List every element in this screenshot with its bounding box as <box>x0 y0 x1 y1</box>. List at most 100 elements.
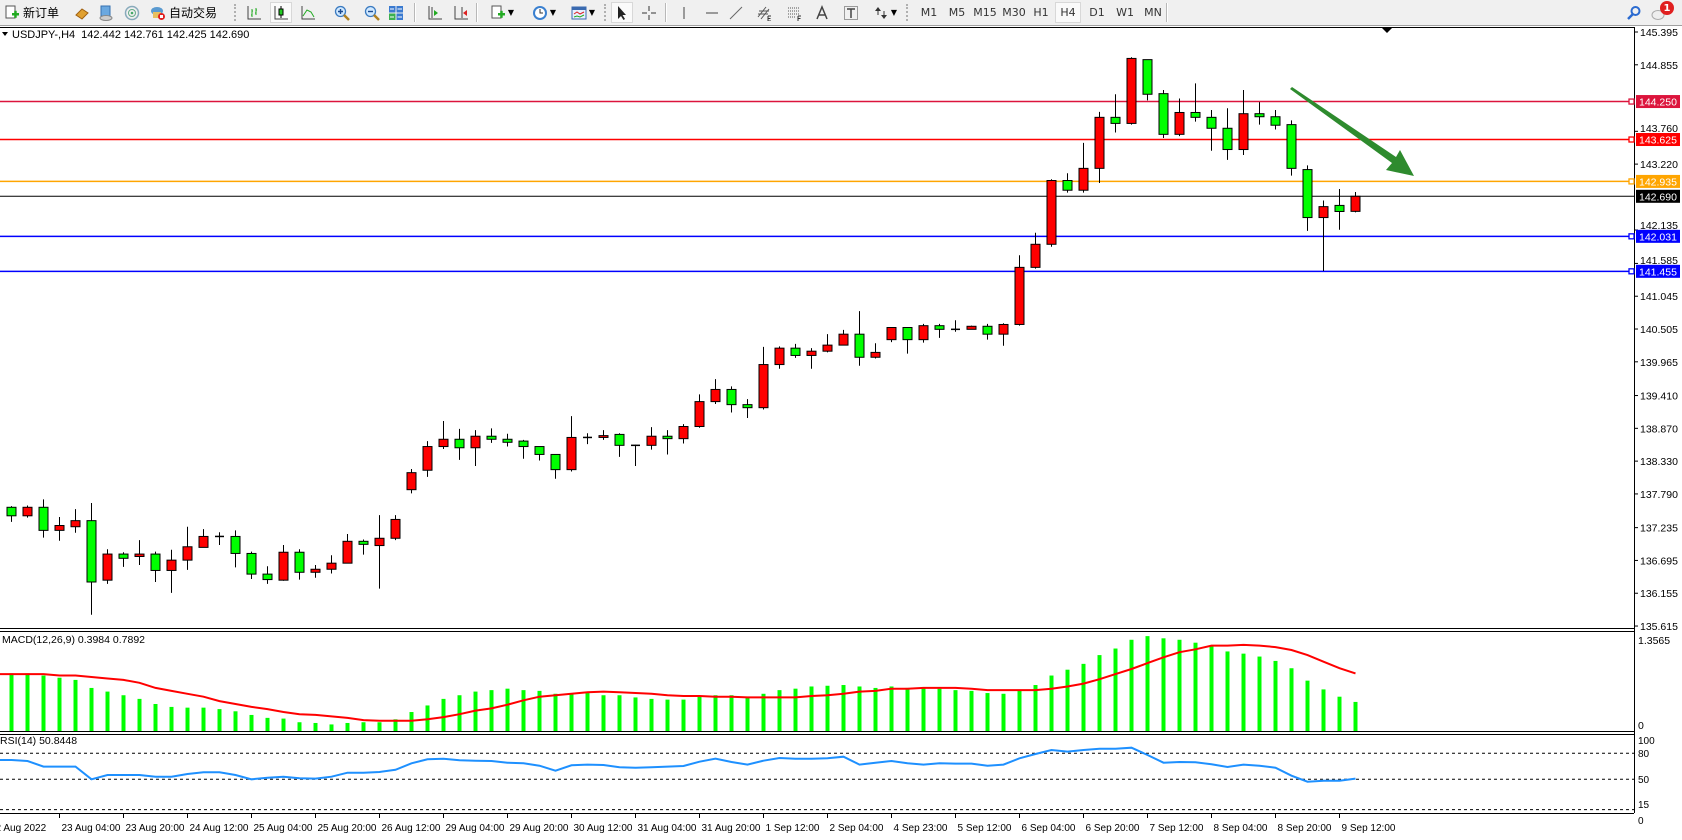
templates-button[interactable]: ▼ <box>566 2 600 23</box>
chart-shift-marker-icon <box>1381 27 1393 33</box>
toolbar-grip[interactable] <box>604 4 608 21</box>
tile-windows-button[interactable] <box>386 2 406 23</box>
search-button[interactable] <box>1624 2 1644 23</box>
macd-histogram-bar <box>1081 663 1086 731</box>
cursor-tool-button[interactable] <box>611 2 633 23</box>
toolbar-grip[interactable] <box>234 4 238 21</box>
timeframe-m15-button[interactable]: M15 <box>973 6 997 19</box>
chevron-down-icon: ▼ <box>588 8 596 17</box>
bar-chart-button[interactable] <box>244 2 264 23</box>
new-chart-icon <box>491 5 505 18</box>
time-axis-label: 6 Sep 04:00 <box>1022 823 1076 834</box>
equidistant-channel-tool-button[interactable] <box>754 2 776 23</box>
macd-histogram-bar <box>9 673 14 731</box>
zoom-out-button[interactable] <box>362 2 382 23</box>
periodicity-button[interactable]: ▼ <box>526 2 562 23</box>
new-chart-button[interactable]: ▼ <box>484 2 520 23</box>
search-icon <box>1627 5 1641 20</box>
new-order-button[interactable]: 新订单 <box>4 2 59 23</box>
candle-body <box>726 388 737 406</box>
auto-scroll-button[interactable] <box>450 2 472 23</box>
ohlc-values: 142.442 142.761 142.425 142.690 <box>81 29 249 41</box>
market-watch-button[interactable] <box>72 2 92 23</box>
candle <box>1318 200 1329 272</box>
candle <box>1238 90 1249 155</box>
candle-body <box>1174 111 1185 135</box>
candle-body <box>870 351 881 358</box>
candle <box>1142 59 1153 101</box>
candle-body <box>342 540 353 564</box>
candle <box>134 540 145 565</box>
macd-histogram-bar <box>889 686 894 731</box>
candle <box>1126 57 1137 125</box>
rsi-axis-label: 50 <box>1638 775 1650 786</box>
vertical-line-tool-button[interactable] <box>674 2 694 23</box>
timeframe-h1-button[interactable]: H1 <box>1033 6 1049 19</box>
navigator-button[interactable] <box>96 2 116 23</box>
text-tool-button[interactable] <box>812 2 832 23</box>
candle <box>22 505 33 518</box>
tile-windows-icon <box>389 5 403 20</box>
macd-histogram-bar <box>185 707 190 731</box>
macd-histogram-bar <box>73 679 78 731</box>
zoom-out-icon <box>364 5 380 21</box>
channel-e-icon <box>757 6 771 21</box>
timeframe-h4-button[interactable]: H4 <box>1055 2 1081 23</box>
candle <box>646 427 657 450</box>
macd-histogram-bar <box>201 707 206 731</box>
fibonacci-tool-button[interactable] <box>784 2 806 23</box>
candle <box>534 446 545 461</box>
timeframe-mn-button[interactable]: MN <box>1144 6 1162 19</box>
candlestick-chart-button[interactable] <box>270 2 292 23</box>
arrows-tool-button[interactable]: ▼ <box>868 2 902 23</box>
crosshair-tool-button[interactable] <box>638 2 660 23</box>
candle <box>294 549 305 580</box>
macd-histogram-bar <box>697 696 702 731</box>
candle-body <box>198 535 209 548</box>
timeframe-m1-button[interactable]: M1 <box>920 6 938 19</box>
macd-histogram-bar <box>921 687 926 731</box>
level-handle <box>1628 98 1635 105</box>
price-axis-label: 145.395 <box>1640 27 1678 39</box>
price-axis-label: 142.135 <box>1640 220 1678 232</box>
candle <box>1286 120 1297 176</box>
signals-button[interactable] <box>122 2 142 23</box>
timeframe-m30-button[interactable]: M30 <box>1002 6 1026 19</box>
candle-body <box>678 426 689 440</box>
candle <box>1046 179 1057 247</box>
candle-body <box>374 537 385 547</box>
toolbar-grip[interactable] <box>906 4 910 21</box>
candle-body <box>230 535 241 554</box>
candle-body <box>886 327 897 341</box>
candle <box>678 424 689 444</box>
macd-histogram-bar <box>1049 675 1054 731</box>
macd-histogram-bar <box>537 690 542 731</box>
chart-menu-triangle-icon[interactable] <box>2 32 8 36</box>
macd-histogram-bar <box>777 690 782 731</box>
timeframe-w1-button[interactable]: W1 <box>1116 6 1134 19</box>
candle-body <box>470 435 481 449</box>
level-price-tag-bg <box>1636 264 1680 278</box>
candle-body <box>982 325 993 335</box>
line-chart-button[interactable] <box>298 2 318 23</box>
chart-shift-button[interactable] <box>424 2 446 23</box>
text-label-tool-button[interactable] <box>840 2 862 23</box>
timeframe-m5-button[interactable]: M5 <box>948 6 966 19</box>
trendline-tool-button[interactable] <box>726 2 746 23</box>
zoom-in-button[interactable] <box>332 2 352 23</box>
horizontal-line-tool-button[interactable] <box>702 2 722 23</box>
timeframe-d1-button[interactable]: D1 <box>1089 6 1105 19</box>
candle-body <box>1190 111 1201 118</box>
time-axis-label: 31 Aug 04:00 <box>638 823 697 834</box>
candle <box>742 399 753 419</box>
auto-trading-button[interactable]: 自动交易 <box>150 2 217 23</box>
candle-body <box>486 435 497 440</box>
candle <box>358 539 369 555</box>
macd-histogram-bar <box>1129 639 1134 731</box>
candle-body <box>918 325 929 341</box>
candle <box>1270 110 1281 130</box>
time-axis-label: 6 Sep 20:00 <box>1086 823 1140 834</box>
candle-body <box>518 440 529 448</box>
candle-body <box>598 435 609 438</box>
